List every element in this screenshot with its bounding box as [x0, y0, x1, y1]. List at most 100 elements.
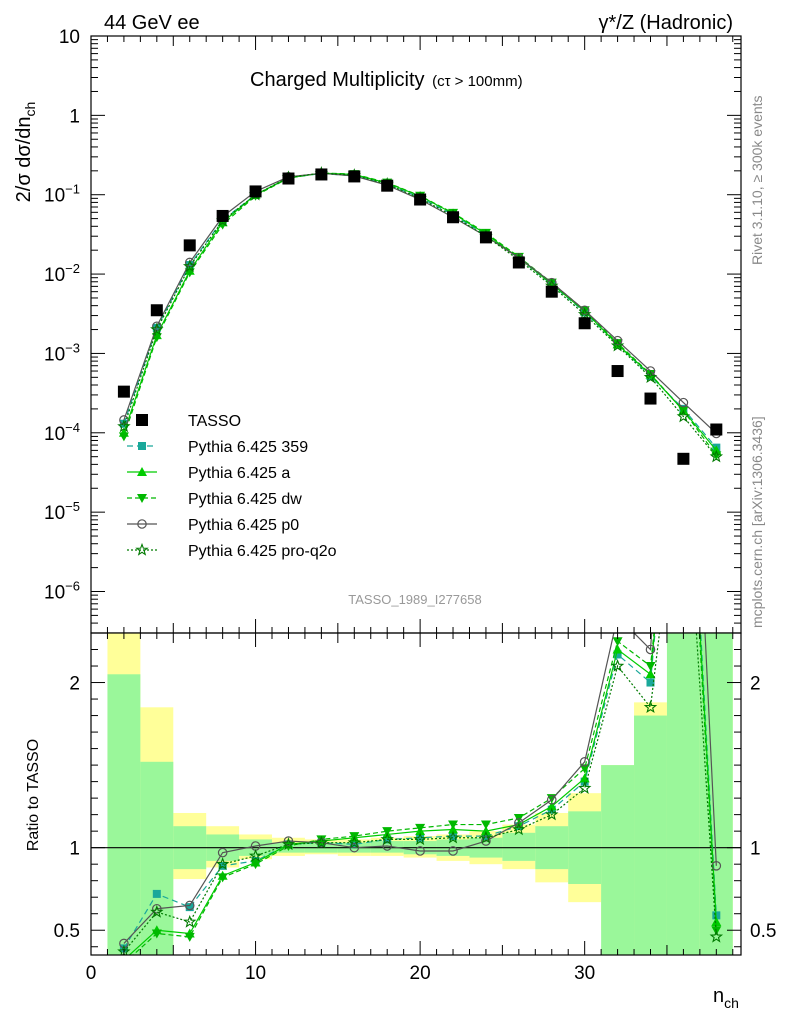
ratio-point-dw	[382, 827, 393, 837]
x-tick-label: 0	[86, 963, 97, 984]
data-point-tasso	[710, 423, 723, 436]
band-inner	[107, 674, 141, 955]
point-proq2o	[150, 322, 164, 336]
legend-entry: Pythia 6.425 dw	[127, 491, 302, 508]
legend-entry: Pythia 6.425 p0	[127, 517, 299, 534]
y-axis-label-sub: ch	[22, 102, 38, 117]
band-inner	[140, 761, 174, 955]
point-dw	[118, 432, 129, 442]
legend-label: Pythia 6.425 p0	[188, 517, 299, 534]
legend-label: Pythia 6.425 359	[188, 439, 308, 456]
legend-marker-a	[137, 467, 147, 476]
legend-marker-data	[136, 414, 148, 426]
point-proq2o	[709, 449, 724, 463]
x-tick-label: 10	[245, 963, 266, 984]
ratio-point-p0	[152, 903, 162, 914]
uncertainty-bands	[107, 633, 733, 955]
mcplots-url-text: mcplots.cern.ch [arXiv:1306.3436]	[749, 416, 765, 628]
chart-title-sub: (cτ > 100mm)	[432, 73, 523, 90]
point-proq2o	[117, 419, 131, 433]
x-tick-label: 30	[574, 963, 595, 984]
ratio-point-proq2o	[643, 700, 658, 714]
point-proq2o	[182, 259, 197, 273]
band-inner	[699, 633, 733, 955]
main-plot-area: 10 1 10−1 10−2 10−3 10−4 10−5 10−6	[44, 27, 742, 634]
ratio-point-dw	[217, 873, 228, 883]
ratio-point-dw	[480, 820, 491, 830]
legend-marker-dw	[137, 494, 147, 503]
ratio-point-proq2o	[610, 658, 625, 672]
ratio-point-a	[579, 773, 590, 783]
y-axis-label: 2/σ dσ/dnch	[13, 102, 38, 203]
header-right: γ*/Z (Hadronic)	[599, 12, 733, 34]
legend: TASSO Pythia 6.425 359 Pythia 6.425 a Pythi…	[127, 413, 337, 560]
data-point-tasso	[545, 285, 558, 298]
ratio-point-p0	[283, 836, 294, 846]
legend-marker-p359	[138, 442, 146, 450]
ratio-tick-label: 1	[69, 839, 80, 860]
band-inner	[634, 715, 667, 955]
band-inner	[370, 841, 404, 853]
data-point-tasso	[381, 179, 394, 192]
data-point-tasso	[611, 365, 624, 378]
ratio-point-dw	[184, 932, 195, 942]
ratio-point-proq2o	[248, 848, 263, 862]
ratio-point-p0	[415, 846, 425, 856]
ratio-point-proq2o	[281, 837, 296, 851]
data-point-tasso	[150, 304, 163, 317]
line-p0	[123, 172, 717, 434]
ratio-point-a	[645, 669, 656, 679]
point-dw	[645, 370, 656, 380]
ratio-tick-label: 2	[69, 674, 80, 695]
data-point-tasso	[216, 209, 229, 222]
point-proq2o	[676, 409, 691, 423]
ratio-point-proq2o	[182, 914, 197, 928]
ratio-frame	[90, 632, 742, 956]
ratio-point-dw	[250, 860, 261, 870]
ratio-point-p0	[184, 900, 195, 911]
ratio-tick-label-right: 1	[750, 839, 761, 860]
ratio-point-dw	[579, 764, 590, 774]
ratio-point-a	[480, 826, 491, 836]
data-point-tasso	[479, 231, 492, 244]
legend-entry: Pythia 6.425 359	[127, 439, 308, 456]
ratio-point-proq2o	[380, 832, 394, 846]
ratio-point-p0	[645, 644, 656, 655]
legend-entry: TASSO	[136, 413, 241, 430]
band-inner	[502, 832, 536, 861]
ratio-point-proq2o	[413, 832, 427, 846]
ratio-axis-label: Ratio to TASSO	[25, 739, 42, 851]
ratio-point-a	[546, 801, 557, 811]
ratio-point-proq2o	[479, 830, 493, 844]
ratio-line-proq2o	[123, 633, 717, 953]
legend-label: Pythia 6.425 dw	[188, 491, 302, 508]
data-point-tasso	[249, 185, 262, 198]
ratio-tick-label: 0.5	[54, 921, 80, 942]
ratio-point-p0	[481, 836, 491, 846]
ratio-point-dw	[316, 835, 327, 845]
legend-marker-proq2o	[135, 542, 149, 556]
ratio-point-proq2o	[314, 835, 329, 849]
ratio-point-p0	[349, 842, 360, 853]
data-point-tasso	[578, 317, 591, 330]
legend-label: TASSO	[188, 413, 241, 430]
rivet-version-text: Rivet 3.1.10, ≥ 300k events	[749, 95, 765, 265]
ratio-point-proq2o	[512, 822, 526, 836]
point-dw	[151, 333, 162, 343]
ratio-point-p359	[613, 650, 622, 659]
y-tick-label: 10−2	[44, 261, 80, 286]
data-point-tasso	[644, 392, 657, 405]
data-point-tasso	[117, 385, 130, 398]
data-point-tasso	[183, 239, 196, 252]
ratio-point-a	[612, 644, 623, 654]
line-p359	[123, 172, 717, 449]
line-a	[123, 172, 717, 451]
ratio-line-p0	[123, 633, 717, 944]
point-p0	[612, 335, 623, 346]
point-proq2o	[643, 370, 658, 384]
ratio-point-p359	[449, 832, 458, 841]
data-point-tasso	[315, 168, 328, 181]
ratio-point-p0	[448, 846, 458, 856]
ratio-point-p359	[185, 903, 194, 912]
